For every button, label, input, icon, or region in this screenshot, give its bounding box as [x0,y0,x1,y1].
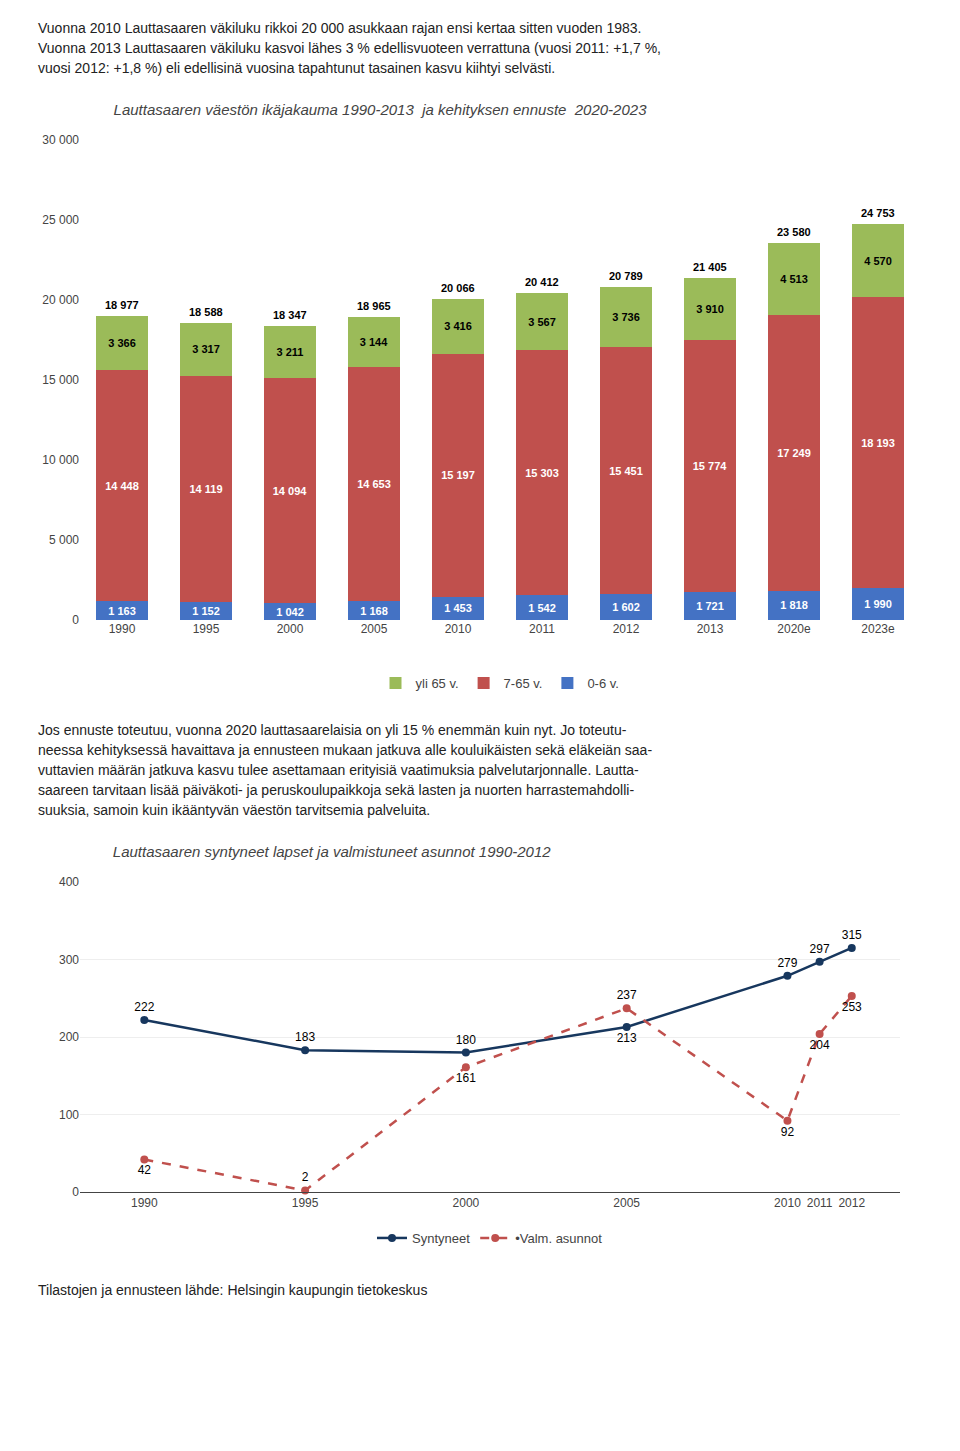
svg-text:17 249: 17 249 [777,447,811,459]
svg-text:1 168: 1 168 [360,605,388,617]
html-text:vuttavien määrän jatkuva kasvu: vuttavien määrän jatkuva kasvu tulee ase… [38,762,639,778]
svg-text:20 066: 20 066 [441,282,475,294]
svg-text:161: 161 [456,1071,476,1085]
svg-text:1995: 1995 [292,1196,319,1210]
svg-text:42: 42 [138,1163,152,1177]
svg-text:1995: 1995 [193,622,220,636]
html-text:neessa kehityksessä havaittava: neessa kehityksessä havaittava ja ennust… [38,742,652,758]
svg-text:1 152: 1 152 [192,605,220,617]
svg-text:18 347: 18 347 [273,309,307,321]
html-text:Vuonna 2013 Lauttasaaren väkil: Vuonna 2013 Lauttasaaren väkiluku kasvoi… [38,40,661,56]
svg-text:297: 297 [810,942,830,956]
svg-text:1 163: 1 163 [108,605,136,617]
svg-text:18 588: 18 588 [189,306,223,318]
svg-text:2023e: 2023e [861,622,895,636]
svg-text:300: 300 [59,953,79,967]
svg-text:2010: 2010 [774,1196,801,1210]
svg-text:18 193: 18 193 [861,437,895,449]
svg-text:14 119: 14 119 [189,483,222,495]
svg-text:15 451: 15 451 [609,465,643,477]
svg-text:20 412: 20 412 [525,276,559,288]
svg-text:yli 65 v.: yli 65 v. [416,676,459,691]
svg-text:2011: 2011 [807,1196,833,1210]
svg-text:222: 222 [134,1000,154,1014]
svg-text:15 774: 15 774 [693,460,728,472]
svg-text:10 000: 10 000 [42,453,79,467]
svg-text:100: 100 [59,1108,79,1122]
svg-text:400: 400 [59,875,79,889]
html-text:Vuonna 2010 Lauttasaaren väkil: Vuonna 2010 Lauttasaaren väkiluku rikkoi… [38,20,642,36]
svg-text:0-6 v.: 0-6 v. [587,676,619,691]
svg-text:1 990: 1 990 [864,598,892,610]
svg-text:Syntyneet: Syntyneet [412,1231,470,1246]
svg-text:15 197: 15 197 [441,469,475,481]
svg-text:200: 200 [59,1030,79,1044]
svg-text:2000: 2000 [277,622,304,636]
svg-text:253: 253 [842,1000,862,1014]
svg-text:3 144: 3 144 [360,336,388,348]
html-text:Tilastojen ja ennusteen lähde:: Tilastojen ja ennusteen lähde: Helsingin… [38,1282,428,1298]
svg-text:279: 279 [777,956,797,970]
svg-text:315: 315 [842,928,862,942]
svg-text:4 570: 4 570 [864,255,892,267]
svg-text:2000: 2000 [453,1196,480,1210]
svg-text:2010: 2010 [445,622,472,636]
svg-text:180: 180 [456,1033,476,1047]
html-text:Jos ennuste toteutuu, vuonna 2: Jos ennuste toteutuu, vuonna 2020 lautta… [38,722,627,738]
svg-text:1 542: 1 542 [528,602,556,614]
svg-text:18 977: 18 977 [105,299,139,311]
svg-text:2013: 2013 [697,622,724,636]
svg-text:3 366: 3 366 [108,337,136,349]
svg-text:4 513: 4 513 [780,273,808,285]
svg-text:1990: 1990 [131,1196,158,1210]
svg-text:92: 92 [781,1125,795,1139]
svg-text:5 000: 5 000 [49,533,79,547]
svg-text:24 753: 24 753 [861,207,895,219]
svg-text:7-65 v.: 7-65 v. [504,676,543,691]
svg-text:2: 2 [302,1170,309,1184]
svg-text:•Valm. asunnot: •Valm. asunnot [515,1231,602,1246]
svg-text:1 818: 1 818 [780,599,808,611]
svg-text:30 000: 30 000 [42,133,79,147]
html-text:suuksia, samoin kuin ikääntyvä: suuksia, samoin kuin ikääntyvän väestön … [38,802,431,818]
svg-text:2012: 2012 [613,622,640,636]
html-text:vuosi 2012: +1,8 %) eli edelli: vuosi 2012: +1,8 %) eli edellisinä vuosi… [38,60,556,76]
svg-text:2012: 2012 [838,1196,865,1210]
svg-text:2005: 2005 [361,622,388,636]
svg-text:20 000: 20 000 [42,293,79,307]
svg-text:15 303: 15 303 [525,467,559,479]
svg-text:3 416: 3 416 [444,320,472,332]
svg-text:3 317: 3 317 [192,343,220,355]
svg-text:237: 237 [617,988,637,1002]
svg-text:25 000: 25 000 [42,213,79,227]
svg-text:14 094: 14 094 [273,485,308,497]
svg-text:1 602: 1 602 [612,601,640,613]
svg-text:1 721: 1 721 [696,600,724,612]
svg-text:15 000: 15 000 [42,373,79,387]
svg-text:3 211: 3 211 [277,346,304,358]
svg-text:3 567: 3 567 [528,316,556,328]
svg-text:1990: 1990 [109,622,136,636]
svg-text:Lauttasaaren väestön ikäjakaum: Lauttasaaren väestön ikäjakauma 1990-201… [114,101,648,118]
svg-text:14 653: 14 653 [357,478,391,490]
svg-text:1 042: 1 042 [276,606,304,618]
svg-text:Lauttasaaren syntyneet lapset: Lauttasaaren syntyneet lapset ja valmist… [113,843,551,860]
svg-text:23 580: 23 580 [777,226,811,238]
svg-text:1 453: 1 453 [444,602,472,614]
svg-text:20 789: 20 789 [609,270,643,282]
svg-text:2020e: 2020e [777,622,811,636]
svg-text:183: 183 [295,1030,315,1044]
svg-text:0: 0 [72,1185,79,1199]
svg-text:18 965: 18 965 [357,300,391,312]
svg-text:21 405: 21 405 [693,261,727,273]
svg-text:0: 0 [72,613,79,627]
svg-text:204: 204 [810,1038,830,1052]
svg-text:14 448: 14 448 [105,480,139,492]
svg-text:3 736: 3 736 [612,311,640,323]
svg-text:3 910: 3 910 [696,303,724,315]
svg-text:2005: 2005 [613,1196,640,1210]
svg-text:2011: 2011 [529,622,555,636]
html-text:saareen tarvitaan lisää päiväk: saareen tarvitaan lisää päiväkoti- ja pe… [38,782,635,798]
svg-text:213: 213 [617,1031,637,1045]
